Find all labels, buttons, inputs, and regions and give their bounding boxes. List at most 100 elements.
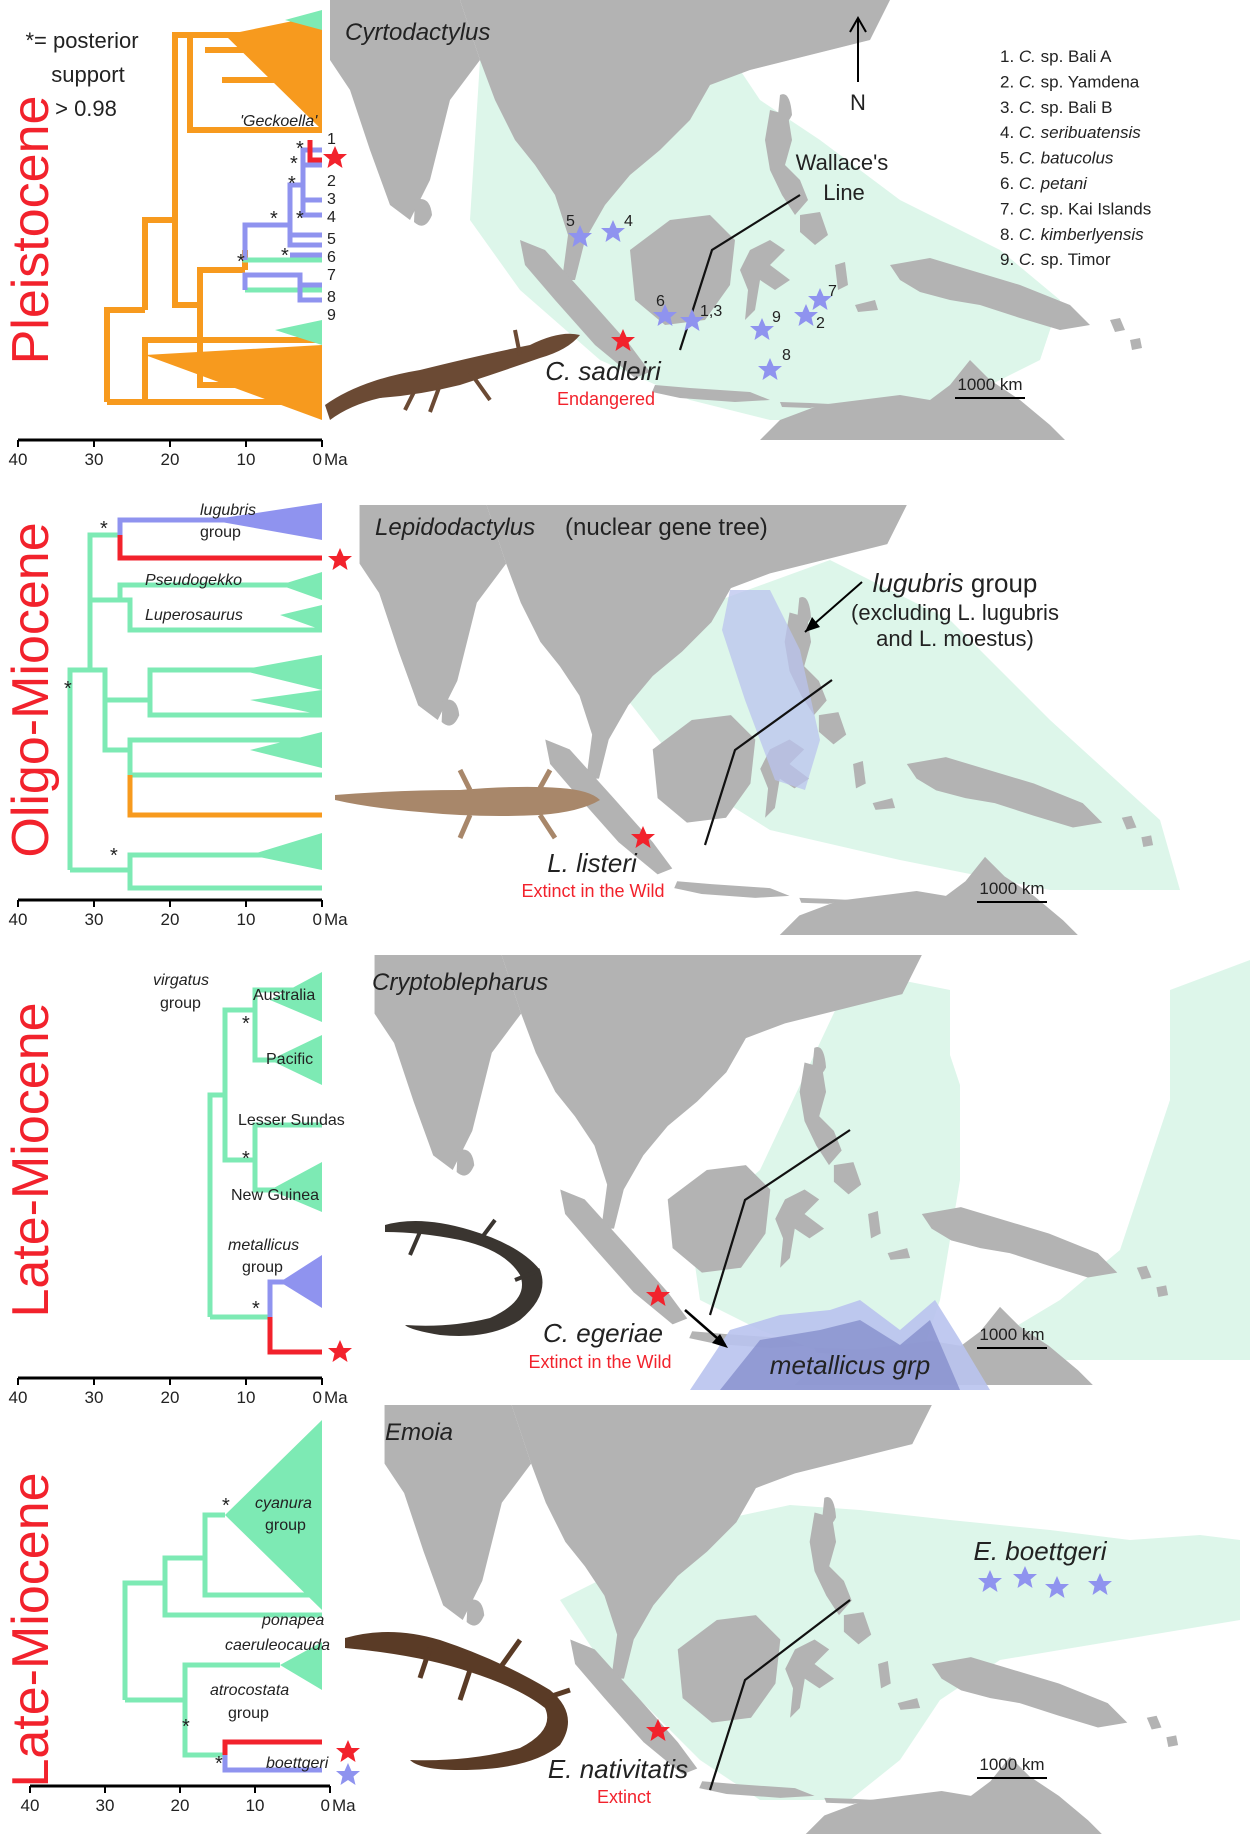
map-emoia: Emoia E. boettgeri E. nativitatis Extinc… — [384, 1405, 1240, 1834]
map-title: Cryptoblepharus — [372, 969, 548, 996]
axis-tick-label: 30 — [85, 910, 104, 929]
species-name: E. nativitatis — [548, 1754, 688, 1784]
support-asterisk: * — [242, 1148, 250, 1170]
wallace-label-2: Line — [823, 180, 865, 205]
tree-label-group: group — [200, 524, 241, 541]
axis-tick-label: 10 — [237, 1388, 256, 1407]
north-label: N — [850, 90, 866, 115]
axis-tick-label: 0 — [313, 450, 322, 469]
map-cryptoblepharus: Cryptoblepharus metallicus grp C. egeria… — [372, 955, 1250, 1390]
axis-tick-label: 0 — [313, 1388, 322, 1407]
tree-label-lesser-sundas: Lesser Sundas — [238, 1112, 345, 1129]
phylogeny-cryptoblepharus: virgatus group Australia Pacific Lesser … — [153, 972, 352, 1362]
tree-label-atrocostata: atrocostata — [210, 1682, 289, 1699]
support-asterisk: * — [64, 678, 72, 700]
tree-label-ponapea: ponapea — [261, 1612, 324, 1629]
axis-unit: Ma — [324, 450, 348, 469]
support-asterisk: * — [288, 173, 296, 195]
axis-tick-label: 30 — [96, 1796, 115, 1815]
tree-label-lugubris: lugubris — [200, 502, 256, 519]
support-note-3: > 0.98 — [55, 96, 117, 121]
axis-tick-label: 20 — [161, 1388, 180, 1407]
map-star-label: 9 — [772, 309, 781, 326]
axis-tick-label: 10 — [246, 1796, 265, 1815]
era-label: Late-Miocene — [2, 1472, 60, 1787]
map-title: Cyrtodactylus — [345, 19, 490, 46]
tree-label-luperosaurus: Luperosaurus — [145, 607, 243, 624]
map-star-label: 5 — [566, 213, 575, 230]
tip-number: 8 — [327, 289, 336, 306]
era-label: Oligo-Miocene — [2, 522, 60, 857]
axis-tick-label: 40 — [9, 1388, 28, 1407]
tree-label-new-guinea: New Guinea — [231, 1187, 319, 1204]
panel-oligo-miocene: Oligo-Miocene Lepidodactylus (nuclear ge… — [2, 502, 1180, 935]
map-title: Emoia — [385, 1419, 453, 1446]
legend-item: 5. C. batucolus — [1000, 149, 1114, 168]
tip-number: 7 — [327, 267, 336, 284]
support-asterisk: * — [222, 1495, 230, 1517]
focal-star — [328, 548, 352, 570]
support-asterisk: * — [182, 1716, 190, 1738]
tree-label-australia: Australia — [253, 987, 315, 1004]
time-axis: 40 30 20 10 0 Ma — [9, 1376, 348, 1407]
species-name: C. egeriae — [543, 1318, 663, 1348]
wallace-line — [703, 679, 833, 846]
species-status: Extinct — [597, 1787, 651, 1807]
tip-number: 3 — [327, 191, 336, 208]
support-asterisk: * — [242, 1013, 250, 1035]
tree-label-group: group — [160, 995, 201, 1012]
map-lepidodactylus: Lepidodactylus (nuclear gene tree) lugub… — [359, 505, 1180, 935]
support-asterisk: * — [270, 208, 278, 230]
tree-label-group: group — [228, 1705, 269, 1722]
legend-item: 8. C. kimberlyensis — [1000, 225, 1144, 244]
map-title-extra: (nuclear gene tree) — [565, 514, 768, 541]
axis-tick-label: 40 — [9, 450, 28, 469]
support-asterisk: * — [252, 1298, 260, 1320]
north-arrowhead — [849, 15, 867, 33]
map-star-label: 6 — [656, 293, 665, 310]
scale-label: 1000 km — [979, 1755, 1044, 1774]
range-lugubris-group — [722, 590, 820, 790]
support-asterisk: * — [110, 845, 118, 867]
map-star-label: 7 — [828, 283, 837, 300]
focal-star — [328, 1340, 352, 1362]
legend-item: 3. C. sp. Bali B — [1000, 98, 1112, 117]
axis-unit: Ma — [324, 910, 348, 929]
gecko-image — [325, 329, 580, 420]
range-cryptoblepharus-pacific — [960, 960, 1250, 1360]
legend-item: 1. C. sp. Bali A — [1000, 47, 1112, 66]
era-label: Late-Miocene — [2, 1002, 60, 1317]
panel-pleistocene: Pleistocene Cyrtodactylus N Wallace's Li… — [2, 0, 1170, 469]
support-asterisk: * — [281, 245, 289, 267]
tip-number: 6 — [327, 249, 336, 266]
tree-label-pseudogekko: Pseudogekko — [145, 572, 242, 589]
range-cryptoblepharus — [690, 980, 960, 1360]
phylogeny-emoia: cyanura group ponapea caeruleocauda atro… — [122, 1420, 360, 1785]
tree-label-caeruleocauda: caeruleocauda — [225, 1637, 330, 1654]
tree-label-cyanura: cyanura — [255, 1495, 312, 1512]
focal-star — [336, 1740, 360, 1762]
range-label-note: (excluding L. lugubris — [851, 600, 1059, 625]
time-axis: 40 30 20 10 0 Ma — [21, 1784, 356, 1815]
support-asterisk: * — [237, 251, 245, 273]
panel-late-miocene-cryptoblepharus: Late-Miocene Cryptoblepharus metallicus … — [2, 955, 1250, 1407]
tip-number: 5 — [327, 231, 336, 248]
species-status: Endangered — [557, 389, 655, 409]
gecko-image — [335, 768, 600, 840]
legend-item: 4. C. seribuatensis — [1000, 123, 1141, 142]
species-legend: 1. C. sp. Bali A 2. C. sp. Yamdena 3. C. s… — [1000, 47, 1151, 269]
phylogeny-lepidodactylus: lugubris group Pseudogekko Luperosaurus … — [64, 502, 352, 891]
time-axis: 40 30 20 10 0 Ma — [9, 438, 348, 469]
support-asterisk: * — [296, 208, 304, 230]
range-label: E. boettgeri — [974, 1536, 1108, 1566]
tip-number: 9 — [327, 307, 336, 324]
map-title: Lepidodactylus — [375, 514, 535, 541]
range-arrowhead — [805, 617, 820, 632]
species-name: C. sadleiri — [545, 356, 662, 386]
dispersal-arrowhead — [712, 1334, 728, 1348]
axis-tick-label: 40 — [9, 910, 28, 929]
support-asterisk: * — [100, 518, 108, 540]
range-label: metallicus grp — [770, 1350, 930, 1380]
tree-label-pacific: Pacific — [266, 1051, 313, 1068]
